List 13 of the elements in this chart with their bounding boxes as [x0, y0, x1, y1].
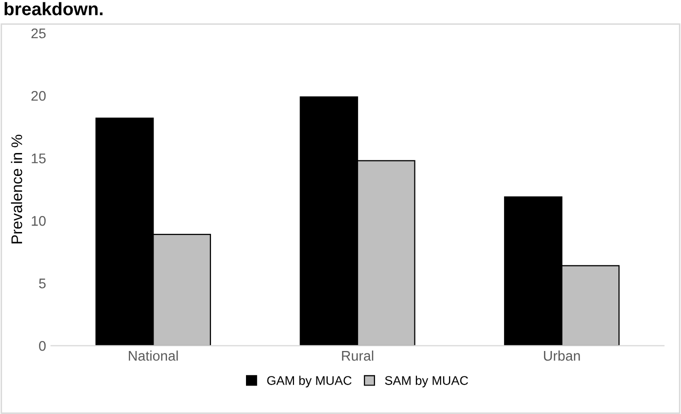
y-tick-label: 5	[39, 278, 46, 288]
legend-label: SAM by MUAC	[385, 376, 468, 388]
y-tick-label: 0	[39, 341, 46, 351]
x-tick-label: Rural	[342, 350, 374, 361]
chart-title: breakdown.	[4, 2, 102, 16]
x-tick-label: Urban	[544, 350, 580, 361]
legend-label: GAM by MUAC	[267, 376, 352, 388]
y-axis-title: Prevalence in %	[10, 134, 22, 244]
y-tick-label: 15	[32, 154, 46, 164]
x-tick-label: National	[128, 350, 178, 361]
y-tick-label: 25	[31, 28, 46, 38]
y-tick-label: 10	[32, 216, 46, 226]
y-tick-label: 20	[31, 90, 46, 101]
